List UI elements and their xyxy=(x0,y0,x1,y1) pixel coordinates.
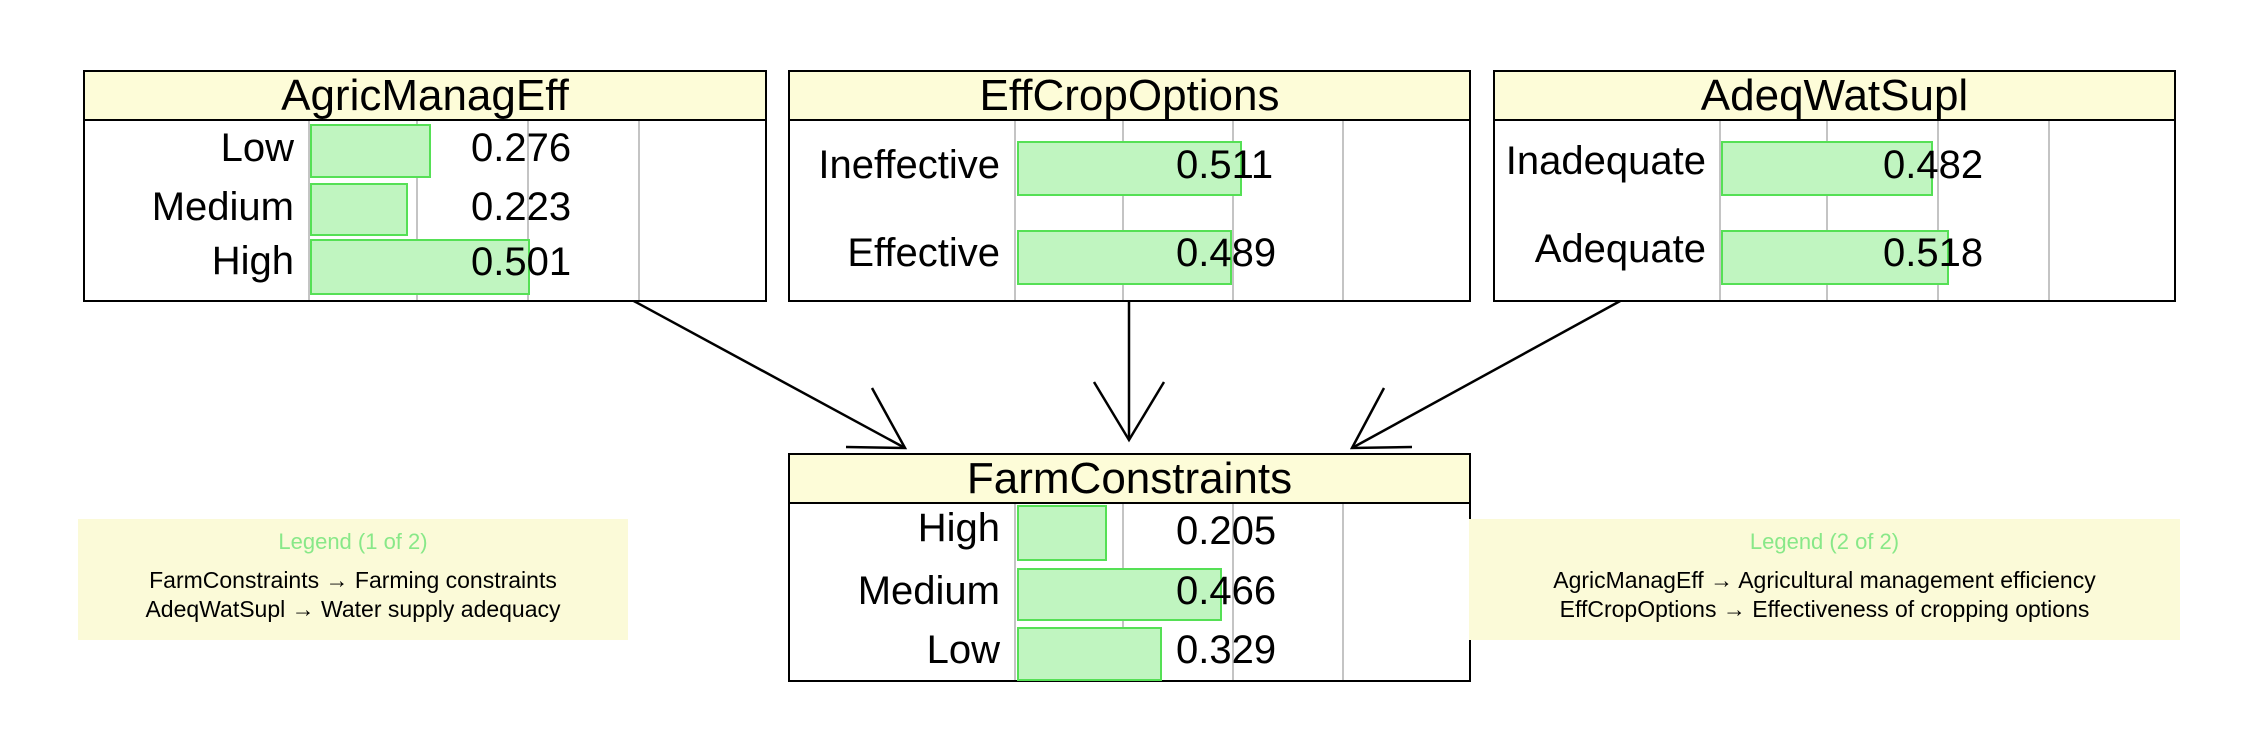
legend-panel-2: Legend (2 of 2) AgricManagEff → Agricult… xyxy=(1469,519,2180,640)
node-title: EffCropOptions xyxy=(790,72,1469,121)
state-label: High xyxy=(917,506,1000,550)
state-value: 0.511 xyxy=(1176,143,1274,187)
state-label: Low xyxy=(926,628,1000,672)
state-row: High 0.501 xyxy=(85,237,765,304)
state-label: Ineffective xyxy=(818,143,1000,187)
grid-line xyxy=(527,121,529,300)
state-value: 0.276 xyxy=(471,126,572,170)
legend-entry: EffCropOptions → Effectiveness of croppi… xyxy=(1559,596,2090,622)
grid-line xyxy=(1014,504,1016,680)
grid-line xyxy=(1232,504,1234,680)
state-bar xyxy=(1721,230,1949,285)
state-value: 0.482 xyxy=(1883,143,1984,187)
state-row: Adequate 0.518 xyxy=(1495,213,2174,304)
state-row: Medium 0.223 xyxy=(85,180,765,237)
state-label: High xyxy=(211,239,294,283)
state-label: Low xyxy=(220,126,294,170)
edge-agric-to-farm xyxy=(631,298,908,450)
node-farmconstraints[interactable]: FarmConstraints High 0.205 Medium 0.466 … xyxy=(788,453,1471,682)
state-bar xyxy=(1017,230,1232,285)
state-row: Low 0.329 xyxy=(790,622,1469,684)
grid-line xyxy=(1232,121,1234,300)
node-body: High 0.205 Medium 0.466 Low 0.329 xyxy=(790,504,1469,681)
grid-line xyxy=(1719,121,1721,300)
node-effcropoptions[interactable]: EffCropOptions Ineffective 0.511 Effecti… xyxy=(788,70,1471,302)
grid-line xyxy=(1826,121,1828,300)
legend-panel-1: Legend (1 of 2) FarmConstraints → Farmin… xyxy=(78,519,628,640)
state-label: Medium xyxy=(151,185,294,229)
state-row: Effective 0.489 xyxy=(790,213,1469,304)
grid-line xyxy=(638,121,640,300)
legend-title: Legend (2 of 2) xyxy=(1749,529,1900,554)
state-value: 0.205 xyxy=(1176,509,1277,553)
node-body: Inadequate 0.482 Adequate 0.518 xyxy=(1495,121,2174,300)
grid-line xyxy=(1014,121,1016,300)
node-agricmanageff[interactable]: AgricManagEff Low 0.276 Medium 0.223 Hig… xyxy=(83,70,767,302)
grid-line xyxy=(1122,121,1124,300)
edge-effcrop-to-farm xyxy=(1092,300,1166,443)
state-label: Adequate xyxy=(1534,227,1706,271)
legend-title: Legend (1 of 2) xyxy=(278,529,428,554)
state-value: 0.223 xyxy=(471,185,572,229)
state-bar xyxy=(1017,141,1242,196)
legend-entry: AgricManagEff → Agricultural management … xyxy=(1553,567,2096,593)
node-body: Low 0.276 Medium 0.223 High 0.501 xyxy=(85,121,765,300)
state-value: 0.518 xyxy=(1883,231,1984,275)
state-value: 0.489 xyxy=(1176,231,1277,275)
node-title: AgricManagEff xyxy=(85,72,765,121)
node-title: AdeqWatSupl xyxy=(1495,72,2174,121)
legend-entry: FarmConstraints → Farming constraints xyxy=(149,567,557,593)
state-row: High 0.205 xyxy=(790,504,1469,563)
state-row: Medium 0.466 xyxy=(790,563,1469,622)
grid-line xyxy=(1342,121,1344,300)
state-label: Medium xyxy=(857,569,1000,613)
state-value: 0.501 xyxy=(471,240,572,284)
grid-line xyxy=(308,121,310,300)
state-row: Ineffective 0.511 xyxy=(790,121,1469,213)
edge-adeqwat-to-farm xyxy=(1349,298,1623,450)
node-title: FarmConstraints xyxy=(790,455,1469,504)
state-row: Inadequate 0.482 xyxy=(1495,121,2174,213)
state-bar xyxy=(310,183,408,236)
node-adeqwatsupl[interactable]: AdeqWatSupl Inadequate 0.482 Adequate 0.… xyxy=(1493,70,2176,302)
state-value: 0.466 xyxy=(1176,569,1277,613)
state-row: Low 0.276 xyxy=(85,121,765,180)
state-bar xyxy=(310,239,530,295)
grid-line xyxy=(2048,121,2050,300)
legend-entry: AdeqWatSupl → Water supply adequacy xyxy=(145,596,561,622)
grid-line xyxy=(1937,121,1939,300)
grid-line xyxy=(1342,504,1344,680)
state-label: Inadequate xyxy=(1505,139,1706,183)
state-bar xyxy=(1017,505,1107,561)
state-bar xyxy=(1017,627,1162,681)
state-value: 0.329 xyxy=(1176,628,1277,672)
state-bar xyxy=(310,124,431,178)
node-body: Ineffective 0.511 Effective 0.489 xyxy=(790,121,1469,300)
state-bar xyxy=(1017,568,1222,621)
state-label: Effective xyxy=(847,231,1000,275)
grid-line xyxy=(416,121,418,300)
state-bar xyxy=(1721,141,1933,196)
